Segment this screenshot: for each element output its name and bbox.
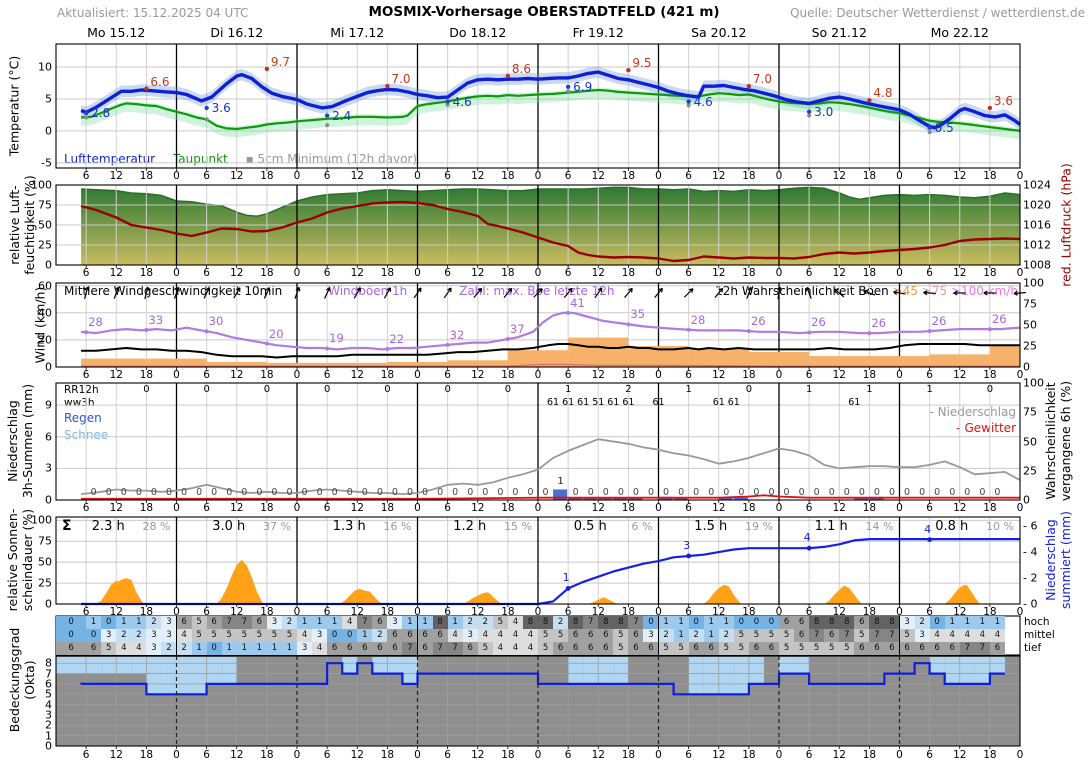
cloud-row-label-middle: mittel (1024, 629, 1055, 641)
legend-gust-gt100: >100 km/h (950, 284, 1018, 298)
legend-rr12h: RR12h (64, 384, 99, 396)
legend-ww3h: ww3h (64, 397, 95, 409)
legend-wind-number: Zahl: max. Böe letzte 12h (459, 284, 615, 298)
cloud-row-label-low: tief (1024, 642, 1042, 654)
updated-timestamp: Aktualisiert: 15.12.2025 04 UTC (57, 6, 249, 20)
page-title: MOSMIX-Vorhersage OBERSTADTFELD (421 m) (368, 4, 720, 20)
legend-gust-gt75: >75 (921, 284, 948, 298)
legend-gewitter: - Gewitter (956, 421, 1016, 435)
legend-gust-probability: 12h Wahrscheinlichkeit Böen (715, 284, 889, 298)
cloud-row-label-high: hoch (1024, 616, 1050, 628)
source-credit: Quelle: Deutscher Wetterdienst / wetterd… (790, 6, 1085, 20)
legend-regen: Regen (64, 411, 102, 425)
legend-niederschlag: - Niederschlag (929, 405, 1016, 419)
